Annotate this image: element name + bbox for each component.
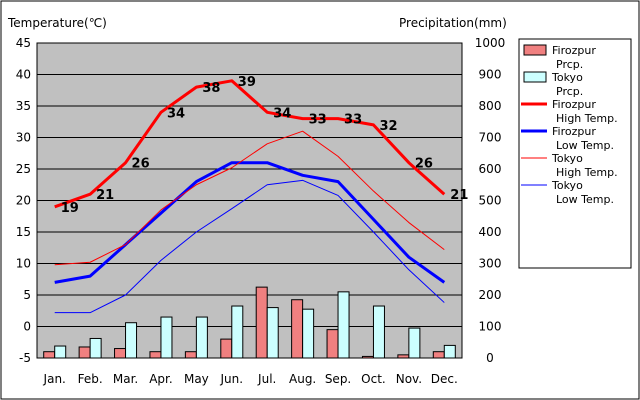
y-right-tick-label: 0 (486, 351, 494, 365)
data-label: 26 (415, 157, 433, 172)
legend-label: Firozpur (552, 98, 596, 111)
y-right-tick-label: 200 (479, 288, 502, 302)
temperature-line (54, 79, 446, 209)
legend-label: Firozpur (552, 125, 596, 138)
legend-label: Firozpur (552, 44, 596, 57)
data-label: 33 (309, 113, 327, 128)
plot-area: 454035302520151050-510009008007006005004… (16, 36, 506, 386)
x-tick-label: Jun. (220, 372, 244, 386)
x-tick-label: Jan. (43, 372, 66, 386)
legend-label: Low Temp. (556, 139, 614, 152)
y-left-tick-label: -5 (19, 351, 31, 365)
y-left-tick-label: 30 (16, 131, 31, 145)
x-tick-label: Jul. (257, 372, 276, 386)
y-right-tick-label: 1000 (475, 36, 506, 50)
legend-swatch (523, 44, 547, 56)
x-tick-label: Dec. (431, 372, 458, 386)
data-label: 21 (450, 188, 468, 203)
legend-swatch (523, 71, 547, 83)
precip-bar (432, 351, 445, 359)
precip-bar (408, 327, 421, 359)
y-right-tick-label: 100 (479, 320, 502, 334)
legend-label: High Temp. (556, 166, 618, 179)
precip-bar (266, 307, 279, 359)
y-left-tick-label: 45 (16, 36, 31, 50)
y-right-tick-label: 400 (479, 225, 502, 239)
precip-bar (149, 351, 162, 359)
temperature-line (54, 130, 445, 266)
y-right-tick-label: 500 (479, 194, 502, 208)
data-label: 19 (61, 201, 79, 216)
precip-bar (255, 286, 268, 359)
legend-label: Tokyo (551, 71, 583, 84)
legend-label: Tokyo (551, 152, 583, 165)
data-label: 39 (238, 75, 256, 90)
precip-bar (114, 348, 127, 359)
legend-label: Low Temp. (556, 193, 614, 206)
x-tick-label: Apr. (149, 372, 172, 386)
data-label: 34 (167, 106, 185, 121)
precip-bar (89, 337, 102, 359)
y-right-tick-label: 900 (479, 68, 502, 82)
y-right-tick-label: 800 (479, 99, 502, 113)
data-label: 26 (132, 157, 150, 172)
data-label: 34 (273, 106, 291, 121)
y-right-tick-label: 700 (479, 131, 502, 145)
precip-bar (337, 291, 350, 359)
y-left-tick-label: 5 (23, 288, 31, 302)
right-axis-title: Precipitation(mm) (399, 16, 507, 30)
y-left-tick-label: 0 (23, 320, 31, 334)
data-label: 21 (96, 188, 114, 203)
temperature-line (54, 179, 445, 314)
precip-bar (326, 329, 339, 359)
legend-label: Tokyo (551, 179, 583, 192)
precip-bar (302, 308, 315, 359)
data-label: 32 (379, 119, 397, 134)
y-left-tick-label: 40 (16, 68, 31, 82)
x-tick-label: Aug. (289, 372, 316, 386)
y-left-tick-label: 25 (16, 162, 31, 176)
precip-bar (220, 338, 233, 359)
precip-bar (160, 316, 173, 359)
precip-bar (291, 299, 304, 359)
x-tick-label: Oct. (361, 372, 386, 386)
precip-bar (443, 344, 456, 359)
data-label: 33 (344, 113, 362, 128)
precip-bar (54, 345, 67, 359)
precip-bar (184, 351, 197, 359)
precip-bar (43, 351, 56, 359)
x-tick-label: Nov. (396, 372, 422, 386)
x-tick-label: Mar. (113, 372, 138, 386)
data-label: 38 (202, 81, 220, 96)
legend-label: High Temp. (556, 112, 618, 125)
x-tick-label: Sep. (325, 372, 351, 386)
y-left-tick-label: 35 (16, 99, 31, 113)
x-tick-label: Feb. (78, 372, 103, 386)
precip-bar (125, 322, 138, 359)
precip-bar (195, 316, 208, 359)
plot-border (36, 42, 463, 359)
legend-label: Prcp. (556, 85, 583, 98)
precip-bar (78, 346, 91, 359)
precip-bar (231, 305, 244, 359)
y-left-tick-label: 10 (16, 257, 31, 271)
legend-label: Prcp. (556, 58, 583, 71)
left-axis-title: Temperature(℃) (7, 16, 107, 30)
temperature-line (54, 161, 446, 284)
precip-bar (372, 305, 385, 359)
y-right-tick-label: 300 (479, 257, 502, 271)
y-right-tick-label: 600 (479, 162, 502, 176)
y-left-tick-label: 15 (16, 225, 31, 239)
x-tick-label: May (184, 372, 209, 386)
y-left-tick-label: 20 (16, 194, 31, 208)
